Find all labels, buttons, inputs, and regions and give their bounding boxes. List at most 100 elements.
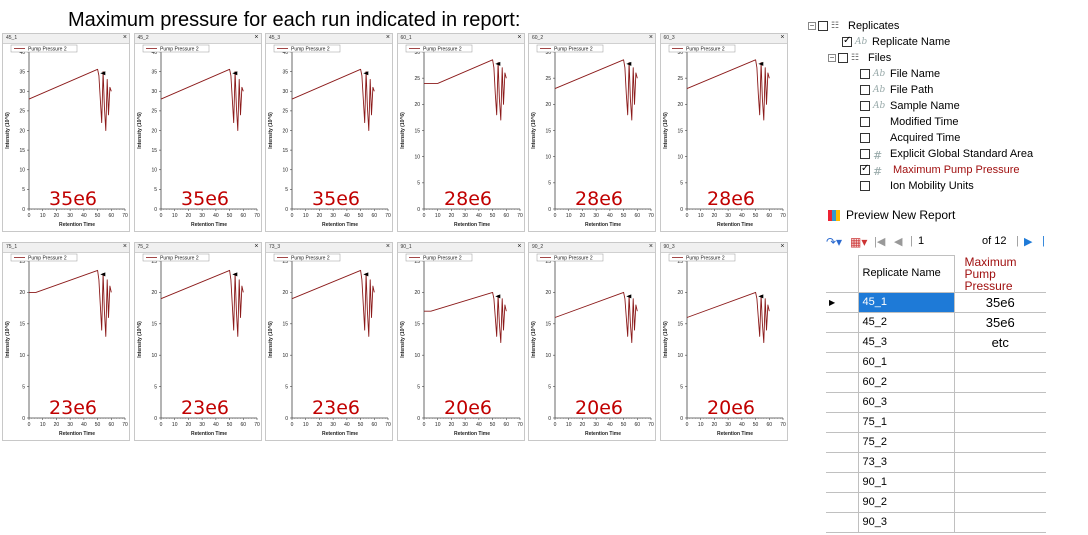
next-page-icon[interactable]: ▶	[1024, 236, 1033, 248]
cell-replicate-name[interactable]: 73_3	[857, 451, 955, 473]
cell-max-pressure[interactable]	[953, 431, 1046, 453]
tree-node-maximum-pump-pressure[interactable]: # Maximum Pump Pressure	[860, 163, 1020, 178]
tree-node-file-path[interactable]: Ab File Path	[860, 84, 933, 96]
preview-new-report-link[interactable]: Preview New Report	[828, 208, 955, 222]
row-indicator[interactable]	[826, 351, 859, 373]
tree-node-file-name[interactable]: Ab File Name	[860, 68, 940, 80]
row-indicator[interactable]	[826, 331, 859, 353]
close-icon[interactable]: ×	[648, 34, 653, 41]
y-tick-label: 10	[414, 154, 420, 160]
page-number-input[interactable]: 1	[918, 235, 925, 247]
tree-node-replicate-name[interactable]: Ab Replicate Name	[842, 35, 950, 48]
cell-max-pressure[interactable]: etc	[953, 331, 1046, 353]
checkbox[interactable]	[860, 149, 870, 159]
collapse-icon[interactable]: −	[828, 53, 836, 62]
table-row[interactable]: 60_3	[826, 391, 1046, 413]
tree-node-files[interactable]: − ☷ Files	[828, 52, 891, 64]
row-indicator[interactable]	[826, 311, 859, 333]
close-icon[interactable]: ×	[254, 243, 259, 250]
tree-node-replicates[interactable]: − ☷ Replicates	[808, 20, 899, 32]
row-indicator[interactable]: ▶	[826, 291, 859, 313]
cell-max-pressure[interactable]	[953, 451, 1046, 473]
cell-replicate-name[interactable]: 75_1	[857, 411, 955, 433]
cell-max-pressure[interactable]	[953, 371, 1046, 393]
column-header-replicate-name[interactable]: Replicate Name	[857, 255, 955, 293]
row-indicator[interactable]	[826, 391, 859, 413]
refresh-icon[interactable]: ↷▾	[826, 235, 843, 249]
table-row[interactable]: 60_2	[826, 371, 1046, 393]
row-indicator[interactable]	[826, 431, 859, 453]
pressure-chart: 0 5 10 15 20 25 0 10 20 30 40 50 60 70 Retention Time I…	[268, 253, 391, 437]
y-tick-label: 20	[19, 128, 25, 134]
first-page-icon[interactable]: |◀	[874, 236, 886, 248]
last-page-icon[interactable]: |	[1042, 235, 1045, 247]
checkbox[interactable]	[860, 85, 870, 95]
close-icon[interactable]: ×	[648, 243, 653, 250]
cell-replicate-name[interactable]: 45_3	[857, 331, 955, 353]
tree-node-explicit-global-standard-area[interactable]: # Explicit Global Standard Area	[860, 148, 1033, 162]
cell-replicate-name[interactable]: 45_2	[857, 311, 955, 333]
table-row[interactable]: 73_3	[826, 451, 1046, 473]
table-row[interactable]: 45_3 etc	[826, 331, 1046, 353]
table-row[interactable]: 75_2	[826, 431, 1046, 453]
cell-max-pressure[interactable]	[953, 491, 1046, 513]
cell-replicate-name[interactable]: 90_2	[857, 491, 955, 513]
cell-replicate-name[interactable]: 60_1	[857, 351, 955, 373]
table-row[interactable]: 90_3	[826, 511, 1046, 533]
row-indicator[interactable]	[826, 451, 859, 473]
checkbox-files[interactable]	[838, 53, 848, 63]
cell-replicate-name[interactable]: 60_2	[857, 371, 955, 393]
table-row[interactable]: 60_1	[826, 351, 1046, 373]
tree-node-ion-mobility-units[interactable]: Ion Mobility Units	[860, 180, 974, 192]
cell-max-pressure[interactable]	[953, 471, 1046, 493]
checkbox[interactable]	[860, 133, 870, 143]
checkbox[interactable]	[860, 69, 870, 79]
row-indicator[interactable]	[826, 491, 859, 513]
cell-max-pressure[interactable]	[953, 411, 1046, 433]
tree-node-sample-name[interactable]: Ab Sample Name	[860, 100, 960, 112]
cell-max-pressure[interactable]	[953, 351, 1046, 373]
tree-node-modified-time[interactable]: Modified Time	[860, 116, 958, 128]
close-icon[interactable]: ×	[254, 34, 259, 41]
cell-max-pressure[interactable]	[953, 511, 1046, 533]
x-tick-label: 10	[40, 213, 46, 219]
cell-replicate-name[interactable]: 75_2	[857, 431, 955, 453]
tree-node-acquired-time[interactable]: Acquired Time	[860, 132, 960, 144]
cell-replicate-name[interactable]: 90_1	[857, 471, 955, 493]
column-header-max-pressure[interactable]: Maximum Pump Pressure	[953, 255, 1046, 293]
cell-replicate-name[interactable]: 45_1	[857, 291, 955, 313]
cell-max-pressure[interactable]	[953, 391, 1046, 413]
close-icon[interactable]: ×	[385, 243, 390, 250]
table-row[interactable]: 90_2	[826, 491, 1046, 513]
close-icon[interactable]: ×	[122, 243, 127, 250]
close-icon[interactable]: ×	[517, 243, 522, 250]
previous-page-icon[interactable]: ◀	[894, 236, 903, 248]
cell-max-pressure[interactable]: 35e6	[953, 311, 1046, 333]
close-icon[interactable]: ×	[517, 34, 522, 41]
x-tick-label: 20	[448, 422, 454, 428]
checkbox-replicates[interactable]	[818, 21, 828, 31]
row-indicator[interactable]	[826, 411, 859, 433]
row-indicator[interactable]	[826, 371, 859, 393]
cell-replicate-name[interactable]: 90_3	[857, 511, 955, 533]
row-indicator[interactable]	[826, 471, 859, 493]
checkbox-replicate-name[interactable]	[842, 35, 852, 47]
table-row[interactable]: 75_1	[826, 411, 1046, 433]
table-row[interactable]: 90_1	[826, 471, 1046, 493]
close-icon[interactable]: ×	[780, 243, 785, 250]
collapse-icon[interactable]: −	[808, 21, 816, 30]
checkbox[interactable]	[860, 163, 870, 175]
close-icon[interactable]: ×	[122, 34, 127, 41]
table-row[interactable]: ▶ 45_1 35e6	[826, 291, 1046, 313]
close-icon[interactable]: ×	[780, 34, 785, 41]
export-icon[interactable]: ▦▾	[850, 235, 868, 249]
cell-replicate-name[interactable]: 60_3	[857, 391, 955, 413]
row-indicator[interactable]	[826, 511, 859, 533]
y-tick-label: 15	[151, 148, 157, 154]
checkbox[interactable]	[860, 101, 870, 111]
close-icon[interactable]: ×	[385, 34, 390, 41]
cell-max-pressure[interactable]: 35e6	[953, 291, 1046, 313]
checkbox[interactable]	[860, 181, 870, 191]
table-row[interactable]: 45_2 35e6	[826, 311, 1046, 333]
checkbox[interactable]	[860, 117, 870, 127]
